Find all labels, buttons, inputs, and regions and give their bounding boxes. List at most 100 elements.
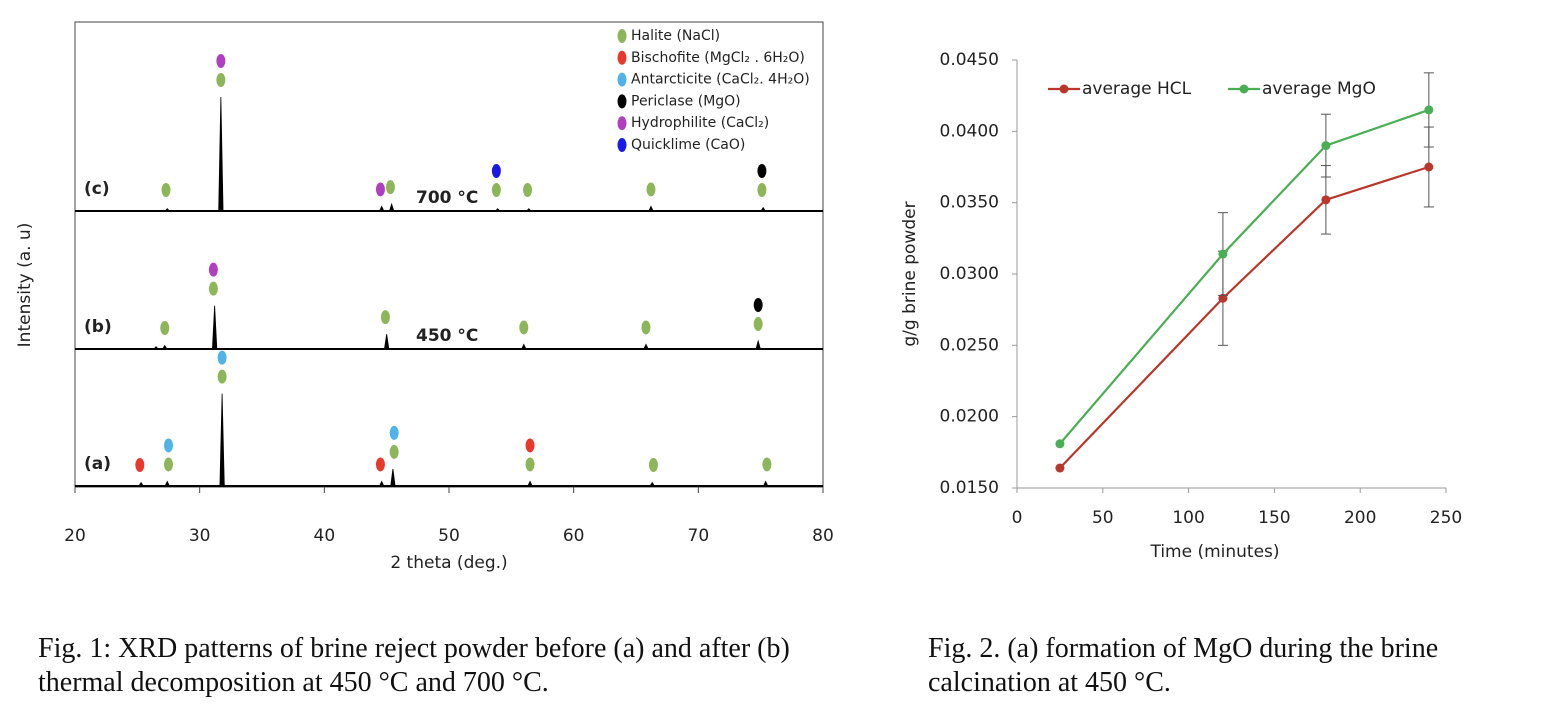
peak: [494, 208, 501, 212]
peak: [760, 206, 767, 212]
legend-marker: [1239, 84, 1249, 94]
peak: [649, 481, 656, 487]
peak: [525, 208, 532, 212]
phase-marker: [641, 320, 651, 335]
legend-label: Quicklime (CaO): [631, 137, 745, 153]
phase-marker: [646, 182, 656, 197]
peak: [527, 480, 533, 487]
peak: [378, 205, 385, 212]
x-axis-label: Time (minutes): [1149, 542, 1279, 562]
point: [1055, 439, 1065, 449]
x-axis-label: 2 theta (deg.): [390, 553, 507, 573]
legend-marker: [617, 94, 627, 109]
pattern-label: (c): [84, 179, 110, 199]
x-tick-label: 20: [64, 526, 86, 546]
plot-frame: [74, 21, 824, 488]
peak: [520, 343, 527, 350]
point: [1218, 249, 1228, 259]
phase-marker: [208, 281, 218, 296]
point: [1424, 105, 1434, 115]
legend-label: Bischofite (MgCl₂ . 6H₂O): [631, 50, 805, 66]
phase-marker: [757, 164, 767, 178]
x-tick-label: 70: [688, 526, 710, 546]
phase-marker: [389, 425, 399, 440]
phase-marker: [525, 457, 535, 472]
point: [1055, 463, 1065, 473]
x-tick-label: 100: [1172, 508, 1204, 528]
point: [1424, 162, 1434, 172]
point: [1321, 195, 1331, 205]
y-tick-label: 0.0150: [940, 478, 999, 498]
phase-marker: [523, 183, 533, 197]
legend-marker: [617, 50, 627, 65]
legend-label: Periclase (MgO): [631, 93, 741, 109]
x-tick-label: 200: [1344, 508, 1376, 528]
phase-marker: [491, 183, 501, 197]
pattern-label: (b): [84, 317, 112, 337]
phase-marker: [491, 164, 501, 178]
phase-marker: [208, 262, 218, 277]
temperature-label: 700 °C: [416, 188, 478, 208]
legend-marker: [1059, 84, 1069, 94]
peak: [643, 343, 649, 350]
caption: Fig. 2. (a) formation of MgO during the …: [928, 633, 1439, 698]
x-tick-label: 80: [812, 526, 834, 546]
phase-marker: [753, 298, 763, 313]
y-tick-label: 0.0350: [940, 193, 999, 213]
legend-label: Halite (NaCl): [631, 28, 720, 44]
phase-marker: [164, 457, 173, 472]
phase-marker: [757, 183, 767, 197]
y-tick-label: 0.0200: [940, 407, 999, 427]
point: [1321, 141, 1331, 151]
phase-marker: [525, 438, 535, 453]
legend-marker: [617, 72, 627, 87]
x-tick-label: 30: [189, 526, 211, 546]
y-axis-label: g/g brine powder: [900, 201, 920, 346]
x-tick-label: 50: [438, 526, 460, 546]
phase-marker: [762, 457, 772, 472]
phase-marker: [216, 73, 226, 87]
peak: [219, 393, 225, 487]
phase-marker: [161, 183, 171, 197]
legend-marker: [617, 138, 627, 152]
y-axis-label: Intensity (a. u): [15, 223, 35, 348]
phase-marker: [375, 182, 385, 197]
legend-marker: [617, 116, 627, 131]
phase-marker: [135, 458, 145, 472]
y-tick-label: 0.0300: [940, 264, 999, 284]
phase-marker: [753, 317, 763, 332]
peak: [378, 480, 385, 487]
y-tick-label: 0.0400: [940, 121, 999, 141]
temperature-label: 450 °C: [416, 326, 478, 346]
point: [1218, 293, 1228, 303]
phase-marker: [160, 321, 170, 335]
x-tick-label: 250: [1430, 508, 1462, 528]
phase-marker: [385, 180, 395, 195]
peak: [388, 202, 395, 212]
series-line: [1059, 108, 1430, 445]
peak: [390, 468, 396, 487]
phase-marker: [519, 320, 529, 335]
phase-marker: [648, 458, 658, 472]
x-tick-label: 60: [563, 526, 585, 546]
peak: [164, 480, 171, 487]
legend-label: average HCL: [1082, 79, 1192, 99]
peak: [161, 344, 168, 350]
peak: [648, 205, 654, 212]
peak: [212, 305, 218, 350]
phase-marker: [380, 310, 390, 325]
legend-marker: [617, 29, 627, 43]
y-tick-label: 0.0450: [940, 50, 999, 70]
phase-marker: [164, 438, 173, 453]
legend-label: average MgO: [1262, 79, 1376, 99]
phase-marker: [389, 444, 399, 459]
x-tick-label: 40: [314, 526, 336, 546]
peak: [152, 346, 160, 350]
peak: [164, 208, 171, 212]
y-tick-label: 0.0250: [940, 335, 999, 355]
phase-marker: [375, 457, 385, 472]
x-tick-label: 0: [1012, 508, 1023, 528]
x-tick-label: 150: [1258, 508, 1290, 528]
